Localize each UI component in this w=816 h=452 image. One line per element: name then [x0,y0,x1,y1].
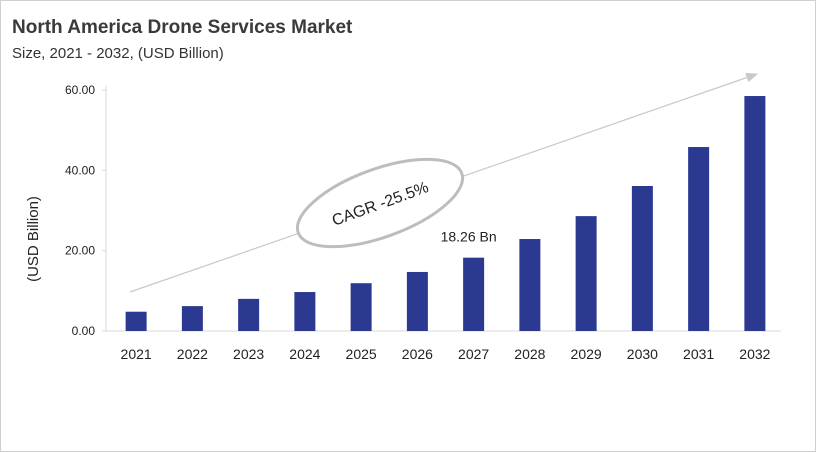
x-tick-label: 2030 [627,346,658,362]
x-tick-label: 2022 [177,346,208,362]
bar-2025 [350,283,372,331]
y-axis-label: (USD Billion) [25,196,42,282]
y-tick-label: 20.00 [65,244,95,258]
bar-2030 [631,185,653,331]
bar-2028 [519,239,541,331]
y-tick-label: 0.00 [72,324,96,338]
bar-2031 [688,147,710,331]
data-label: 18.26 Bn [441,229,497,245]
cagr-ellipse [295,157,465,249]
x-tick-label: 2028 [514,346,545,362]
x-tick-label: 2023 [233,346,264,362]
chart-title: North America Drone Services Market [12,17,353,38]
chart-subtitle: Size, 2021 - 2032, (USD Billion) [12,45,224,62]
x-tick-label: 2029 [571,346,602,362]
x-tick-label: 2021 [121,346,152,362]
bar-2027 [463,257,485,331]
bar-2023 [238,298,260,331]
bar-2029 [575,216,597,331]
x-tick-label: 2026 [402,346,433,362]
x-tick-label: 2027 [458,346,489,362]
x-tick-label: 2024 [289,346,320,362]
y-tick-label: 60.00 [65,83,95,97]
bar-2032 [744,96,766,332]
bar-2026 [406,271,428,331]
x-tick-label: 2032 [739,346,770,362]
y-tick-label: 40.00 [65,163,95,177]
bar-2024 [294,292,316,331]
x-tick-label: 2025 [346,346,377,362]
bar-2022 [181,306,203,331]
bar-2021 [125,311,147,331]
x-tick-label: 2031 [683,346,714,362]
